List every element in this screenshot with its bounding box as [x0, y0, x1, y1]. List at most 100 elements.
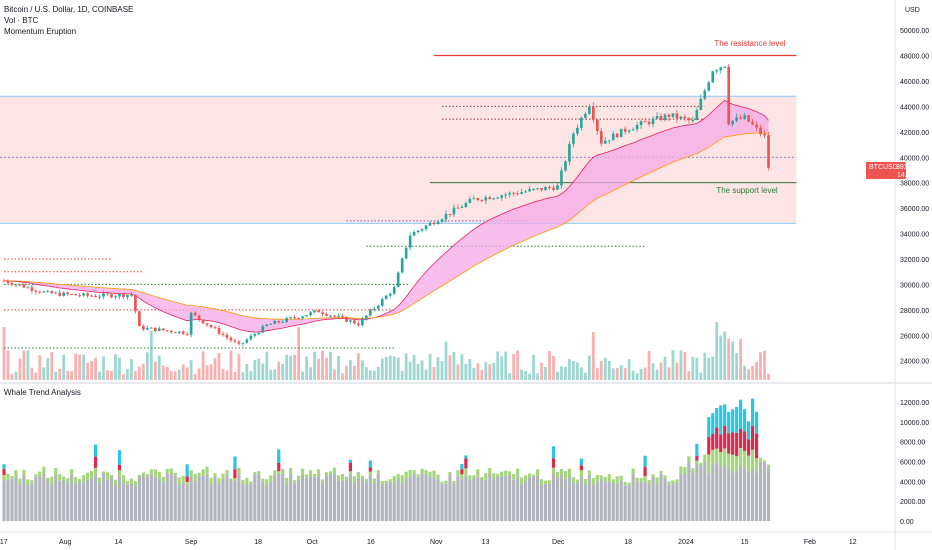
- volume-bar: [360, 360, 364, 380]
- time-tick-label: 18: [254, 539, 262, 546]
- candle-body: [257, 332, 261, 335]
- whale-base: [766, 468, 771, 522]
- whale-green: [671, 480, 675, 484]
- symbol-title[interactable]: Bitcoin / U.S. Dollar, 1D, COINBASE: [4, 5, 134, 14]
- whale-red: [368, 467, 372, 472]
- volume-bar: [560, 366, 563, 380]
- whale-red: [719, 434, 723, 452]
- volume-bar: [719, 335, 723, 380]
- whale-base: [205, 474, 209, 522]
- whale-green: [121, 475, 126, 483]
- volume-bar: [313, 351, 316, 380]
- whale-green: [703, 454, 707, 462]
- candle-body: [643, 121, 647, 123]
- whale-base: [257, 474, 261, 522]
- volume-bar: [106, 370, 109, 380]
- whale-base: [739, 465, 743, 522]
- whale-green: [627, 482, 631, 485]
- volume-bar: [643, 367, 647, 380]
- volume-bar: [38, 355, 42, 380]
- whale-base: [261, 481, 265, 522]
- whale-base: [165, 473, 169, 522]
- whale-base: [551, 473, 556, 522]
- candle-body: [472, 198, 476, 200]
- whale-green: [739, 447, 743, 466]
- whale-green: [189, 470, 193, 477]
- candle-body: [337, 315, 340, 317]
- volume-bar: [205, 365, 209, 380]
- volume-bar: [137, 366, 141, 380]
- volume-title[interactable]: Vol · BTC: [4, 16, 39, 25]
- whale-green: [766, 464, 771, 469]
- candle-body: [185, 333, 189, 335]
- whale-green: [743, 450, 747, 469]
- whale-green: [400, 475, 404, 483]
- candle-body: [432, 222, 436, 225]
- whale-base: [340, 480, 345, 522]
- volume-bar: [345, 365, 348, 380]
- whale-columns: [2, 398, 771, 522]
- whale-base: [758, 462, 763, 522]
- whale-green: [432, 470, 436, 477]
- candle-body: [173, 332, 177, 334]
- candle-body: [369, 310, 372, 316]
- candle-body: [277, 321, 281, 323]
- whale-red: [348, 462, 353, 472]
- volume-bar: [488, 364, 492, 380]
- indicator-title[interactable]: Momentum Eruption: [4, 27, 77, 36]
- whale-base: [695, 463, 699, 522]
- whale-base: [50, 484, 54, 522]
- candle-body: [321, 312, 324, 314]
- volume-bar: [193, 373, 197, 380]
- candle-body: [440, 219, 444, 222]
- whale-green: [388, 479, 392, 482]
- whale-green: [133, 481, 137, 486]
- whale-base: [34, 477, 38, 522]
- whale-green: [105, 472, 110, 480]
- whale-base: [253, 475, 257, 522]
- whale-green: [253, 472, 257, 476]
- lower-panel-title[interactable]: Whale Trend Analysis: [4, 388, 81, 397]
- whale-green: [97, 477, 102, 483]
- candles[interactable]: [2, 64, 770, 347]
- whale-base: [762, 462, 767, 522]
- candle-body: [90, 295, 93, 297]
- candle-body: [500, 195, 504, 198]
- volume-bar: [225, 370, 229, 380]
- whale-base: [555, 477, 560, 522]
- volume-bar: [253, 360, 257, 380]
- candle-body: [86, 293, 89, 296]
- candle-body: [285, 318, 289, 322]
- volume-bar: [165, 366, 169, 380]
- whale-red: [731, 432, 735, 455]
- volume-bar: [444, 341, 448, 380]
- whale-base: [655, 484, 659, 522]
- whale-red: [233, 469, 237, 479]
- whale-green: [611, 479, 615, 483]
- volume-bar: [599, 360, 603, 380]
- whale-green: [185, 481, 189, 485]
- price-tick-label: 40000.00: [900, 155, 929, 162]
- volume-bar: [516, 350, 520, 380]
- whale-red: [715, 427, 719, 449]
- whale-base: [233, 480, 237, 522]
- whale-base: [611, 482, 615, 522]
- whale-base: [58, 480, 62, 522]
- candle-body: [134, 294, 137, 312]
- whale-cyan: [739, 399, 743, 429]
- candle-body: [34, 290, 38, 292]
- whale-base: [265, 485, 269, 522]
- whale-base: [599, 478, 603, 522]
- whale-base: [197, 476, 201, 522]
- volume-bar: [595, 368, 599, 380]
- whale-green: [444, 480, 448, 484]
- whale-red: [579, 465, 583, 471]
- candle-body: [679, 116, 683, 119]
- volume-bar: [715, 322, 719, 380]
- whale-red: [707, 437, 711, 455]
- whale-green: [205, 466, 209, 475]
- volume-bar: [735, 353, 739, 380]
- whale-green: [731, 454, 735, 473]
